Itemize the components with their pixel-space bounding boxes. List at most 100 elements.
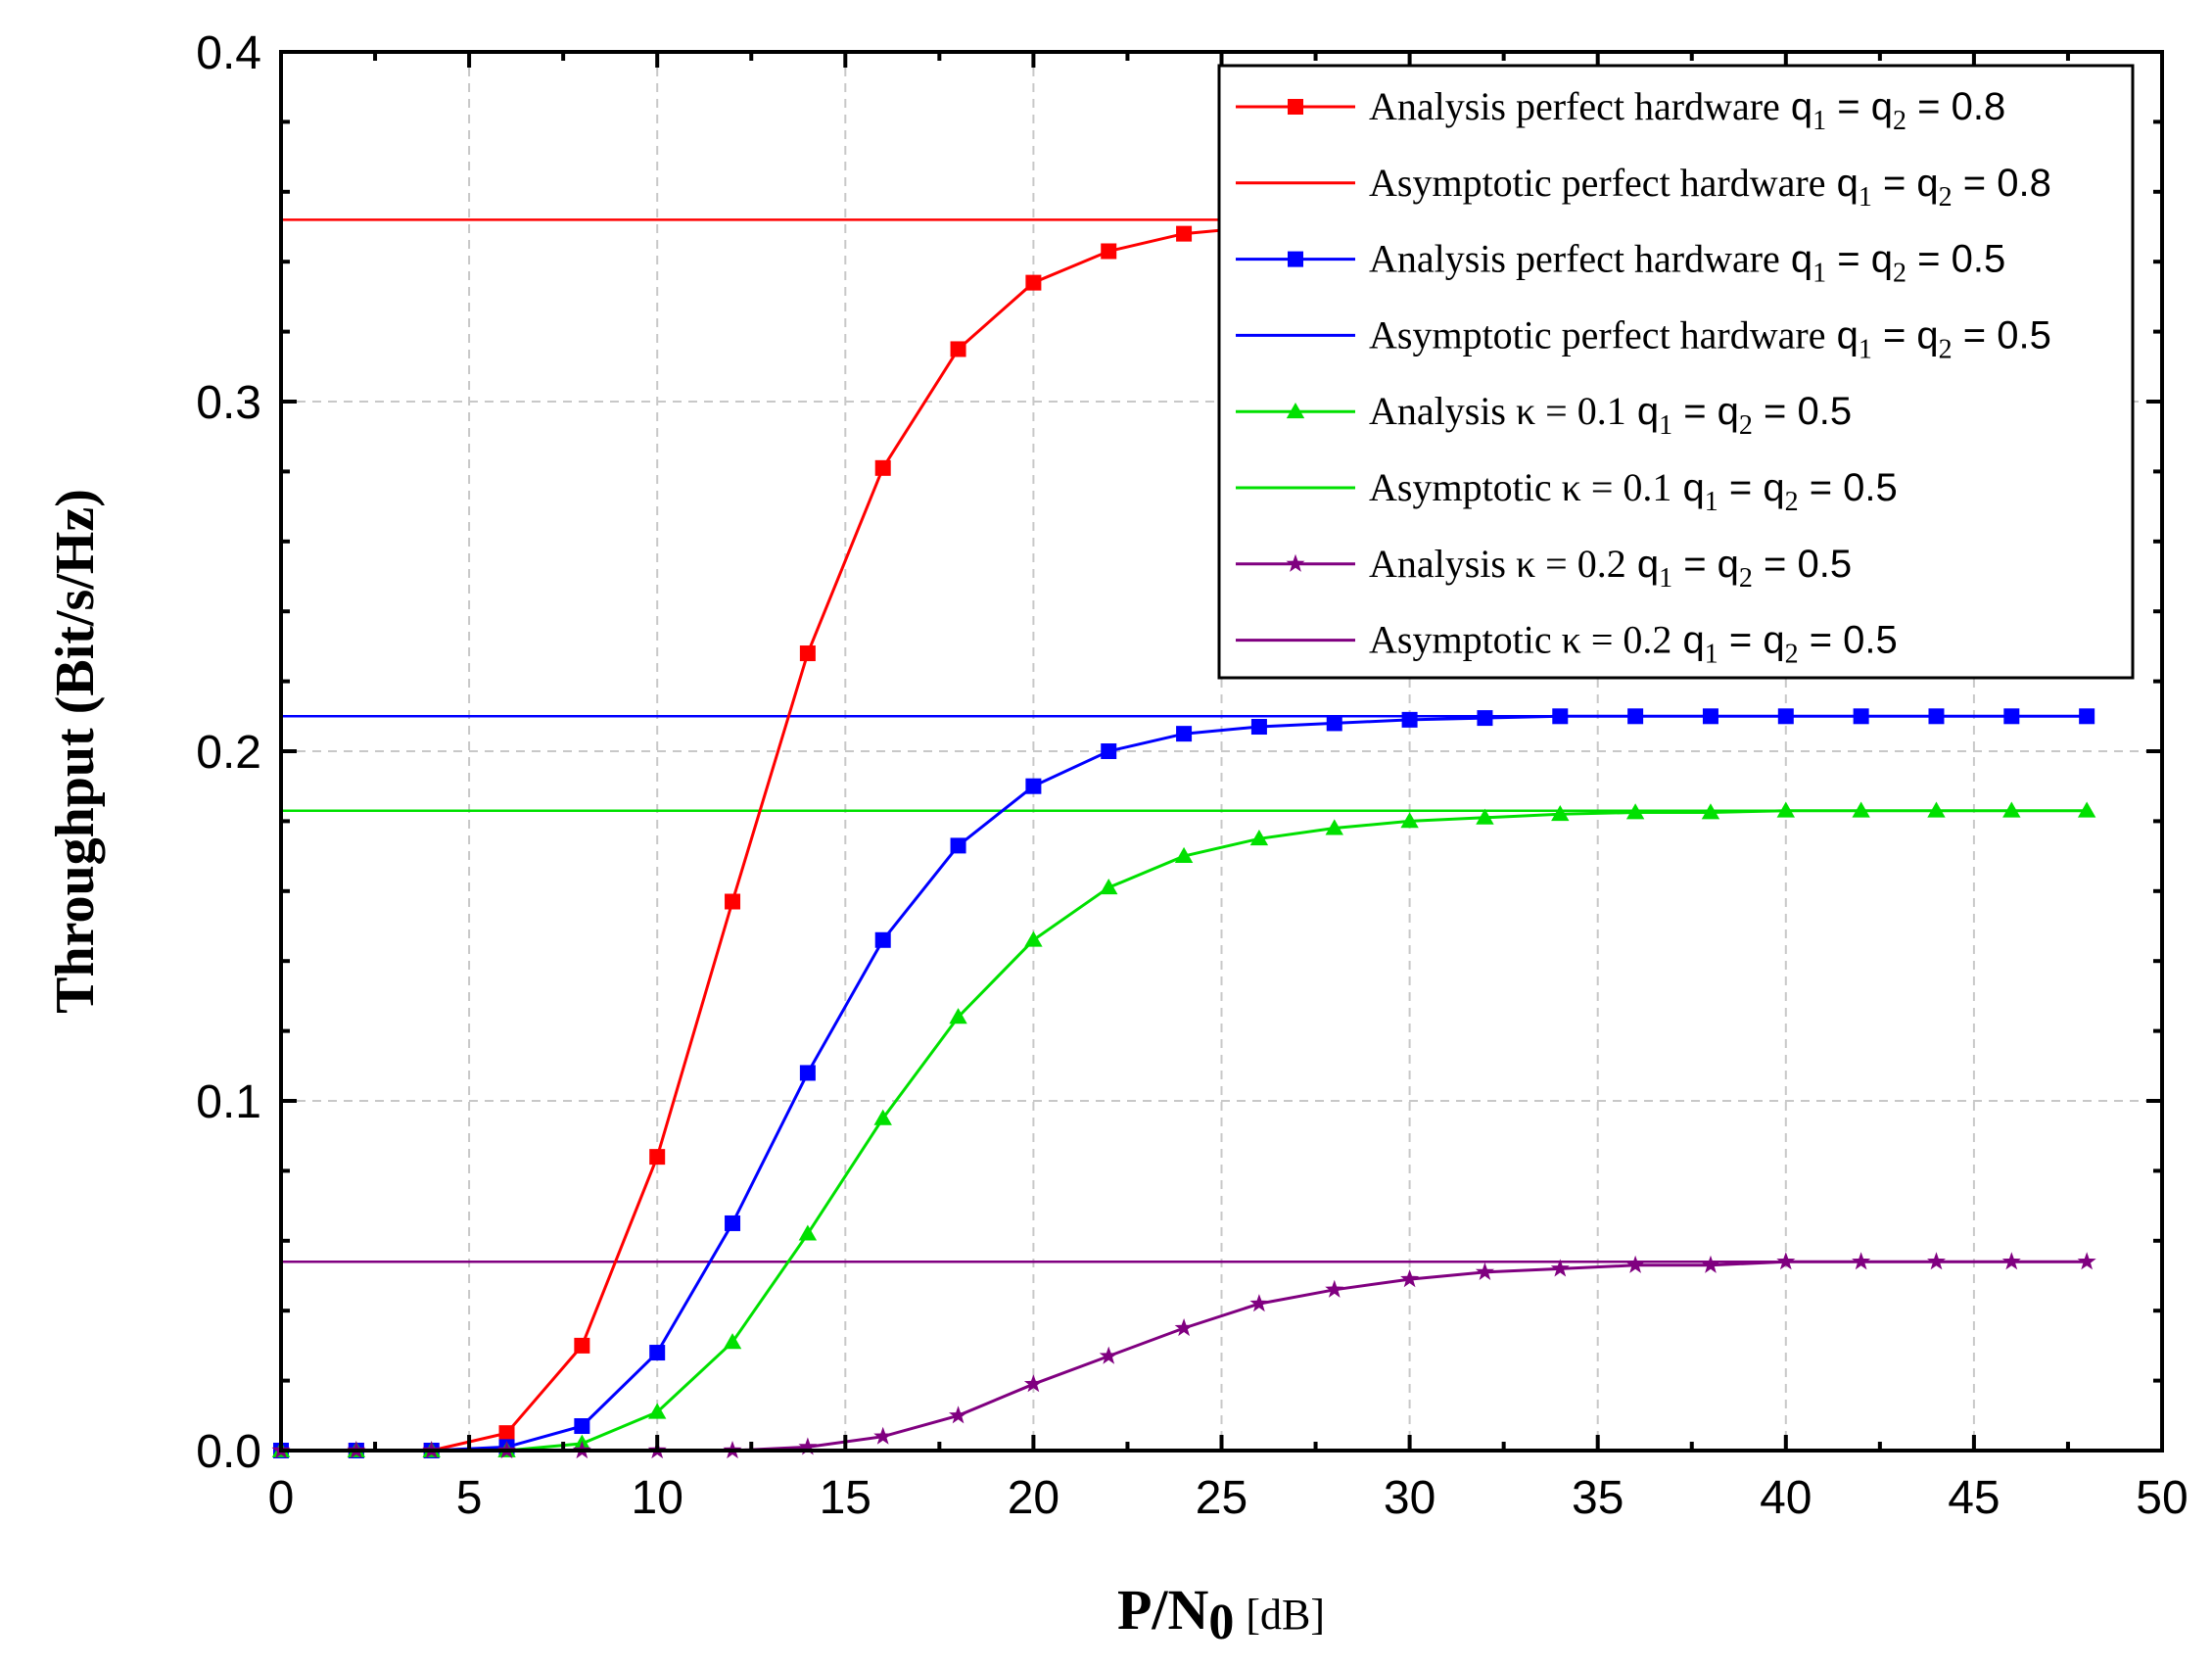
data-point-square	[950, 341, 966, 357]
legend-q2-sub: 2	[1939, 334, 1953, 364]
legend-q2-sub: 2	[1893, 259, 1906, 289]
legend-value: = 0.5	[1953, 313, 2051, 357]
y-tick-label: 0.4	[196, 27, 261, 79]
data-point-square	[725, 893, 741, 910]
data-point-triangle	[1852, 801, 1870, 818]
data-point-star	[1776, 1252, 1796, 1270]
data-point-star	[1927, 1252, 1946, 1270]
legend: Analysis perfect hardware q1 = q2 = 0.8A…	[1217, 64, 2135, 680]
data-point-triangle	[2002, 801, 2021, 818]
legend-q2-sub: 2	[1939, 182, 1953, 213]
legend-item-1: Asymptotic perfect hardware q1 = q2 = 0.…	[1236, 161, 2051, 213]
legend-q2: = q	[1826, 238, 1893, 281]
legend-label: Analysis perfect hardware q1 = q2 = 0.5	[1369, 237, 2005, 289]
series-line-2	[281, 714, 2088, 1453]
legend-q1-sub: 1	[1859, 334, 1872, 364]
data-point-square	[799, 645, 816, 662]
data-point-star	[1023, 1374, 1043, 1393]
x-axis-title: P/N0 [dB]	[1117, 1578, 1325, 1650]
data-point-star	[1174, 1318, 1194, 1337]
data-point-triangle	[1286, 403, 1305, 419]
legend-q1-sub: 1	[1705, 640, 1718, 670]
legend-value: = 0.5	[1753, 543, 1852, 586]
data-point-square	[1176, 225, 1193, 242]
x-tick-label: 0	[268, 1472, 295, 1524]
legend-prefix: Asymptotic perfect hardware	[1369, 312, 1825, 357]
data-point-square	[1288, 99, 1303, 115]
curve-6	[271, 1252, 2096, 1459]
y-tick-label: 0.0	[196, 1426, 261, 1478]
data-point-triangle	[648, 1403, 667, 1419]
legend-item-6: Analysis κ = 0.2 q1 = q2 = 0.5	[1236, 542, 1852, 594]
series-line-6	[281, 1260, 2088, 1453]
data-point-star	[1475, 1262, 1494, 1280]
data-point-square	[1401, 711, 1418, 728]
data-point-square	[725, 1215, 741, 1231]
data-point-triangle	[2077, 801, 2096, 818]
x-tick-label: 20	[1008, 1472, 1059, 1524]
data-point-square	[1288, 251, 1303, 267]
data-point-square	[1853, 708, 1869, 725]
data-point-square	[1928, 708, 1945, 725]
data-point-square	[799, 1065, 816, 1081]
legend-kappa: κ = 0.2	[1506, 542, 1626, 586]
data-point-triangle	[1625, 803, 1645, 820]
legend-prefix: Asymptotic perfect hardware	[1369, 161, 1825, 205]
data-point-square	[649, 1149, 666, 1166]
legend-q2-sub: 2	[1739, 410, 1753, 441]
data-point-triangle	[949, 1008, 967, 1024]
legend-value: = 0.5	[1906, 238, 2005, 281]
data-point-star	[1701, 1255, 1720, 1273]
y-tick-label: 0.2	[196, 727, 261, 779]
legend-prefix: Analysis perfect hardware	[1369, 84, 1780, 128]
x-tick-label: 40	[1760, 1472, 1812, 1524]
data-point-square	[1250, 719, 1267, 736]
x-axis-title-unit: [dB]	[1246, 1591, 1325, 1639]
x-tick-label: 5	[456, 1472, 483, 1524]
legend-q1-sub: 1	[1812, 259, 1826, 289]
curve-4	[271, 801, 2096, 1457]
legend-q2: = q	[1872, 162, 1939, 205]
legend-prefix: Analysis	[1369, 542, 1506, 586]
data-point-square	[498, 1425, 515, 1442]
x-tick-label: 50	[2136, 1472, 2188, 1524]
data-point-square	[1176, 726, 1193, 742]
data-point-star	[1286, 553, 1305, 572]
legend-q1: q	[1780, 85, 1812, 128]
data-point-square	[1627, 708, 1644, 725]
legend-q1-sub: 1	[1859, 182, 1872, 213]
legend-prefix: Analysis perfect hardware	[1369, 237, 1780, 281]
legend-item-3: Asymptotic perfect hardware q1 = q2 = 0.…	[1236, 312, 2051, 364]
data-point-square	[649, 1345, 666, 1361]
data-point-triangle	[1024, 930, 1043, 947]
data-point-square	[1101, 243, 1117, 260]
legend-kappa: κ = 0.2	[1552, 618, 1672, 662]
legend-value: = 0.8	[1906, 85, 2005, 128]
legend-q1: q	[1671, 619, 1704, 662]
legend-item-4: Analysis κ = 0.1 q1 = q2 = 0.5	[1236, 389, 1852, 441]
data-point-star	[1325, 1279, 1344, 1298]
legend-prefix: Asymptotic	[1369, 618, 1552, 662]
data-point-square	[1025, 778, 1042, 794]
y-tick-label: 0.1	[196, 1076, 261, 1128]
legend-prefix: Asymptotic	[1369, 465, 1552, 509]
data-point-square	[1025, 274, 1042, 291]
legend-q2: = q	[1672, 543, 1739, 586]
data-point-square	[1326, 715, 1342, 732]
data-point-star	[2001, 1252, 2021, 1270]
legend-q2-sub: 2	[1893, 106, 1906, 136]
legend-value: = 0.5	[1799, 466, 1898, 509]
legend-value: = 0.5	[1753, 390, 1852, 433]
data-point-star	[873, 1426, 893, 1445]
y-tick-label: 0.3	[196, 377, 261, 429]
data-point-triangle	[1927, 801, 1946, 818]
data-point-triangle	[1701, 803, 1720, 820]
legend-label: Asymptotic perfect hardware q1 = q2 = 0.…	[1369, 161, 2051, 213]
data-point-square	[1777, 708, 1794, 725]
legend-label: Analysis κ = 0.1 q1 = q2 = 0.5	[1369, 389, 1852, 441]
x-tick-label: 35	[1572, 1472, 1624, 1524]
legend-q2: = q	[1718, 466, 1785, 509]
legend-q1: q	[1626, 543, 1659, 586]
data-point-star	[1550, 1259, 1570, 1277]
